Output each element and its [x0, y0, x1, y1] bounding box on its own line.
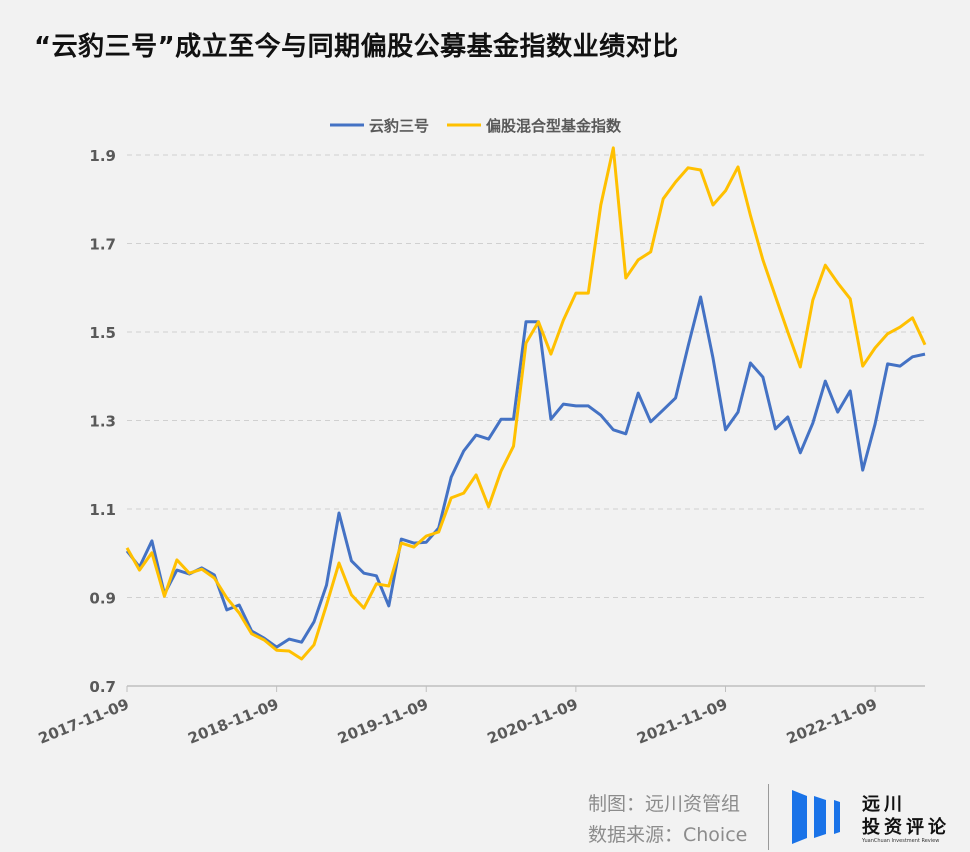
series-line-index	[125, 146, 927, 661]
x-tick-label: 2020-11-09	[485, 695, 581, 748]
series-line-yunbao	[125, 295, 926, 649]
axes: 0.7 0.9 1.1 1.3 1.5 1.7 1.9 2017-11-09 2018-11-0…	[36, 147, 925, 748]
legend: 云豹三号 偏股混合型基金指数	[330, 117, 622, 135]
y-tick-label: 0.7	[89, 678, 116, 696]
logo-line1: 远川	[862, 794, 906, 815]
y-tick-label: 1.1	[89, 501, 116, 519]
logo-line2: 投资评论	[862, 817, 950, 838]
x-tick-label: 2021-11-09	[634, 695, 730, 748]
x-tick-label: 2022-11-09	[784, 695, 880, 748]
legend-label: 偏股混合型基金指数	[486, 117, 622, 135]
footer-source: 数据来源：Choice	[588, 824, 748, 846]
y-tick-label: 1.9	[89, 147, 116, 165]
x-tick-label: 2018-11-09	[185, 695, 281, 748]
legend-label: 云豹三号	[369, 117, 429, 135]
series-lines	[125, 146, 927, 661]
x-tick-label: 2019-11-09	[335, 695, 431, 748]
chart-title: “云豹三号”成立至今与同期偏股公募基金指数业绩对比	[34, 32, 679, 62]
y-tick-label: 1.5	[89, 324, 116, 342]
y-tick-label: 1.7	[89, 236, 116, 254]
x-tick-label: 2017-11-09	[36, 695, 132, 748]
gridlines	[127, 154, 925, 598]
footer-maker: 制图：远川资管组	[588, 793, 741, 815]
footer-divider	[768, 784, 769, 850]
y-tick-label: 1.3	[89, 413, 116, 431]
logo-sub: YuanChuan Investment Review	[862, 838, 940, 844]
y-tick-label: 0.9	[89, 590, 116, 608]
logo-mark-icon	[792, 790, 840, 844]
